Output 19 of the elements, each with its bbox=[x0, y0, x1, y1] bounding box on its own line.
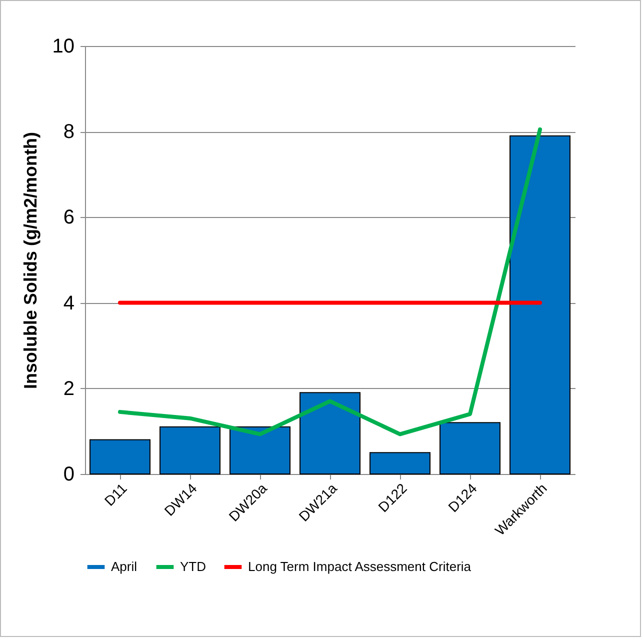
bar bbox=[230, 426, 290, 474]
x-tick-label: D11 bbox=[101, 480, 130, 509]
y-tick-label: 2 bbox=[63, 378, 74, 400]
y-tick-label: 6 bbox=[63, 206, 74, 229]
y-axis-title: Insoluble Solids (g/m2/month) bbox=[20, 132, 40, 390]
legend-label: Long Term Impact Assessment Criteria bbox=[248, 559, 472, 574]
bar bbox=[90, 439, 150, 474]
bar bbox=[300, 392, 360, 474]
line-series bbox=[118, 127, 542, 436]
bar bbox=[440, 422, 500, 474]
legend-label: YTD bbox=[180, 559, 206, 574]
bar bbox=[370, 452, 430, 474]
bar bbox=[510, 135, 570, 474]
bar bbox=[160, 426, 220, 474]
legend-label: April bbox=[111, 559, 138, 574]
y-tick-label: 10 bbox=[52, 36, 74, 58]
y-tick-label: 4 bbox=[63, 292, 74, 314]
y-tick-label: 8 bbox=[63, 121, 74, 144]
y-tick-label: 0 bbox=[63, 464, 74, 486]
